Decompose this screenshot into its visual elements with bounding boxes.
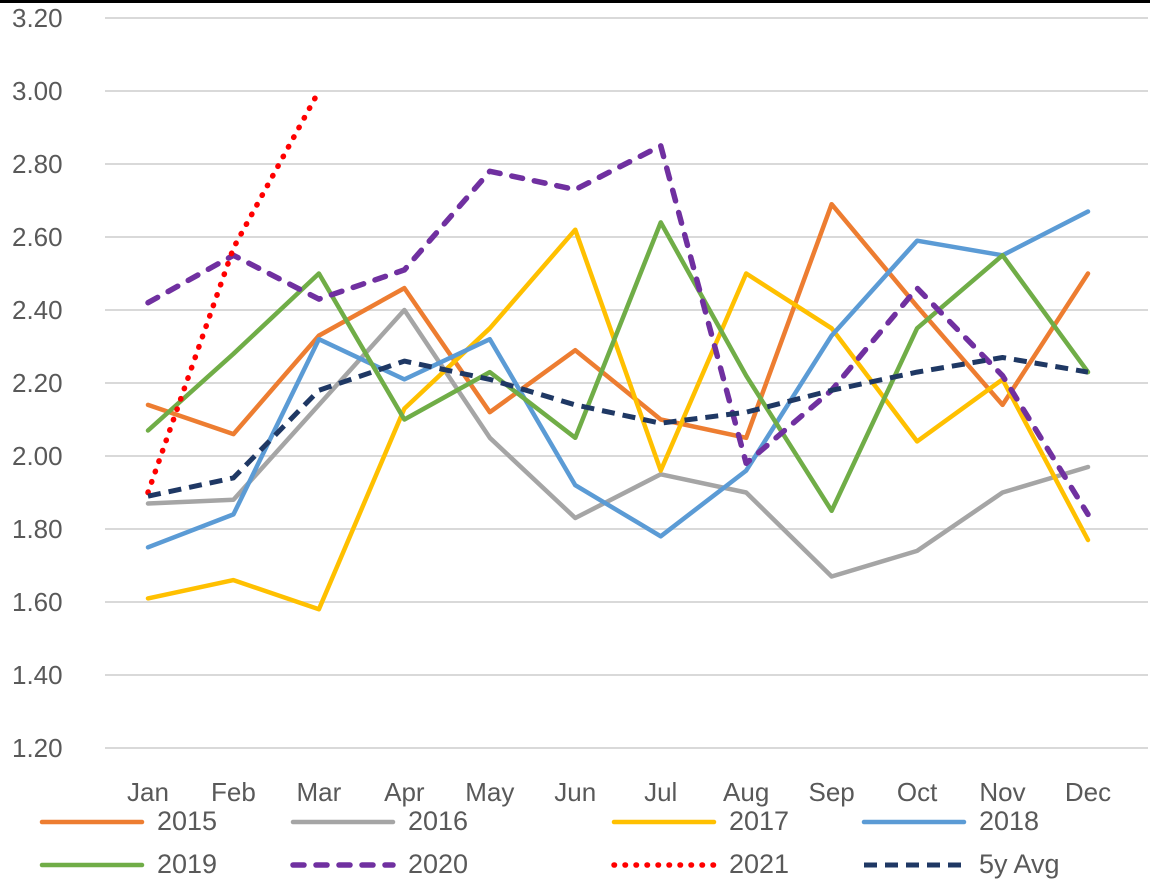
- x-tick-label-jul: Jul: [644, 777, 678, 807]
- legend-swatch-2018: [861, 819, 967, 825]
- x-tick-label-mar: Mar: [296, 777, 342, 807]
- legend-label: 2016: [408, 806, 469, 836]
- legend-swatch-2019: [39, 862, 145, 868]
- series-line-2015: [145, 201, 1091, 441]
- y-tick-label: 1.60: [12, 587, 63, 617]
- series-line-5y-avg: [147, 355, 1089, 499]
- y-tick-label: 2.20: [12, 368, 63, 398]
- series-line-2021: [145, 88, 322, 496]
- series-line-2017: [145, 227, 1091, 612]
- legend-label: 2015: [157, 806, 218, 836]
- legend-swatch-2015: [39, 819, 145, 825]
- x-tick-label-feb: Feb: [211, 777, 256, 807]
- x-tick-label-jun: Jun: [554, 777, 597, 807]
- legend-swatch-2020: [290, 862, 396, 868]
- legend-label: 5y Avg: [979, 849, 1060, 879]
- x-tick-label-sep: Sep: [808, 777, 855, 807]
- y-tick-label: 3.20: [12, 3, 63, 33]
- y-tick-label: 3.00: [12, 76, 63, 106]
- y-tick-label: 2.80: [12, 149, 63, 179]
- series-line-2016: [145, 307, 1091, 579]
- y-tick-label: 2.60: [12, 222, 63, 252]
- x-tick-label-oct: Oct: [896, 777, 938, 807]
- legend-label: 2020: [408, 849, 469, 879]
- legend-label: 2019: [157, 849, 218, 879]
- window-top-border: [0, 0, 1150, 3]
- x-tick-label-apr: Apr: [384, 777, 425, 807]
- series-line-2020: [145, 143, 1091, 518]
- legend-swatch-2016: [290, 819, 396, 825]
- legend-swatch-2021: [611, 862, 717, 868]
- legend-label: 2017: [729, 806, 790, 836]
- series-line-2019: [145, 220, 1091, 514]
- x-tick-label-nov: Nov: [979, 777, 1026, 807]
- y-tick-label: 1.40: [12, 660, 63, 690]
- series-line-2018: [145, 209, 1091, 550]
- x-tick-label-may: May: [465, 777, 515, 807]
- x-tick-label-dec: Dec: [1064, 777, 1112, 807]
- legend-label: 2018: [979, 806, 1040, 836]
- y-tick-label: 1.20: [12, 733, 63, 763]
- y-tick-label: 2.00: [12, 441, 63, 471]
- legend-swatch-2017: [611, 819, 717, 825]
- x-tick-label-jan: Jan: [127, 777, 169, 807]
- x-tick-label-aug: Aug: [723, 777, 770, 807]
- y-tick-label: 2.40: [12, 295, 63, 325]
- legend-swatch-5y-avg: [864, 862, 964, 868]
- y-tick-label: 1.80: [12, 514, 63, 544]
- legend-label: 2021: [729, 849, 790, 879]
